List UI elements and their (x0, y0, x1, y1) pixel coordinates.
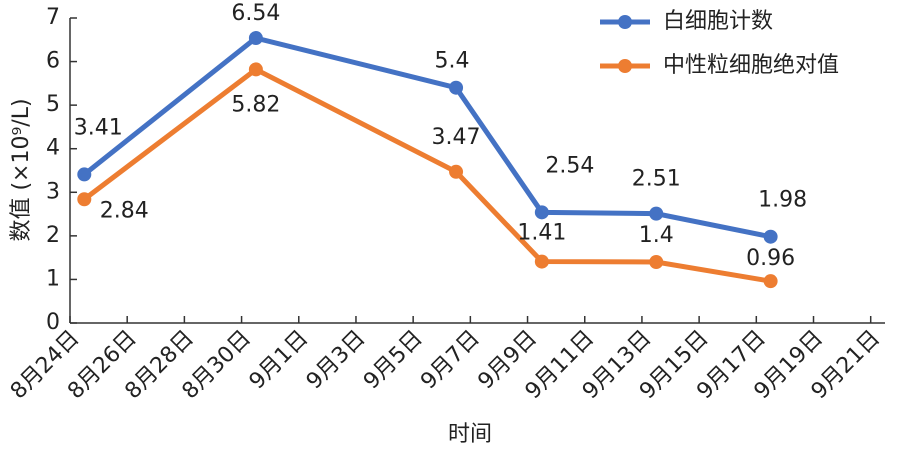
y-tick-label: 1 (46, 266, 60, 291)
y-tick-label: 3 (46, 179, 60, 204)
data-label: 0.96 (746, 246, 795, 271)
y-axis-title: 数值 (×10⁹/L) (9, 98, 34, 241)
data-label: 5.4 (435, 49, 470, 74)
x-tick-label: 9月5日 (359, 326, 428, 395)
data-label: 2.84 (100, 198, 149, 223)
point (649, 255, 664, 269)
x-tick-label: 9月3日 (302, 326, 371, 395)
point (763, 274, 778, 289)
data-label: 6.54 (231, 1, 280, 26)
data-label: 1.4 (639, 223, 674, 248)
point (449, 80, 464, 95)
series-line (82, 66, 772, 284)
data-label: 2.51 (632, 167, 681, 192)
point (77, 167, 92, 182)
x-tick-label: 9月7日 (416, 326, 485, 395)
x-tick-label: 9月1日 (245, 326, 314, 395)
data-label: 3.47 (432, 125, 481, 150)
point (248, 31, 263, 46)
point (77, 192, 92, 207)
point (534, 254, 549, 269)
data-label: 1.98 (758, 188, 807, 213)
y-tick-label: 2 (46, 223, 60, 248)
point (763, 229, 778, 244)
point (449, 164, 464, 179)
legend-label: 白细胞计数 (663, 9, 773, 34)
data-label: 5.82 (231, 92, 280, 117)
legend-marker (618, 15, 632, 29)
legend-marker (618, 59, 632, 73)
y-tick-label: 6 (46, 49, 60, 74)
point (534, 205, 549, 220)
point (248, 62, 263, 77)
y-tick-label: 5 (46, 92, 60, 117)
x-axis-title: 时间 (448, 422, 492, 447)
y-tick-label: 7 (46, 5, 60, 30)
y-tick-label: 0 (46, 310, 60, 335)
legend-label: 中性粒细胞绝对值 (663, 53, 839, 78)
series-line (82, 35, 772, 240)
data-label: 1.41 (517, 221, 566, 246)
point (649, 206, 664, 221)
y-tick-label: 4 (46, 136, 60, 161)
data-label: 3.41 (74, 115, 123, 140)
data-label: 2.54 (545, 153, 594, 178)
